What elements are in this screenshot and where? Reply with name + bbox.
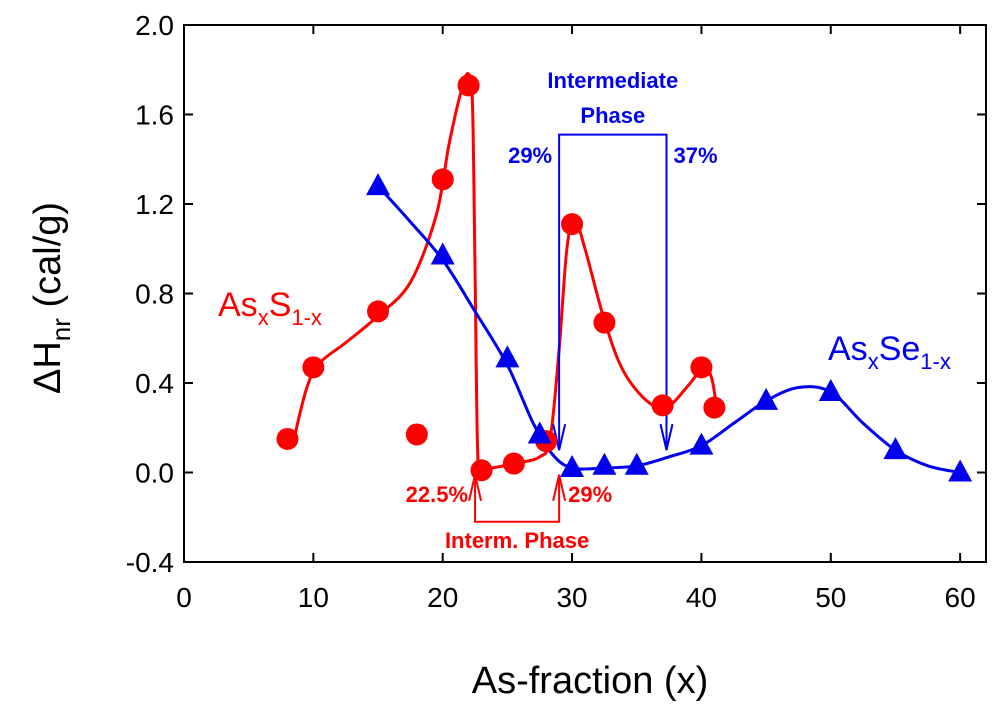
intermediate-phase-right-pct: 37% — [673, 143, 717, 168]
intermediate-phase-left-pct: 29% — [508, 143, 552, 168]
intermediate-phase-right-arrow — [659, 423, 674, 451]
series-label-as-se-main: As — [828, 330, 868, 368]
series-0-point — [470, 459, 493, 482]
series-label-as-s-sub2: 1-x — [291, 305, 322, 330]
labels: Intermediate Phase 29% 37% 22.5% 29% Interm. P… — [218, 68, 951, 553]
intermediate-phase-line1: Intermediate — [547, 68, 678, 93]
series-0-point — [502, 452, 525, 475]
series-0-point — [276, 427, 299, 450]
x-tick-label: 40 — [686, 582, 717, 613]
series-0-point — [367, 300, 390, 323]
x-tick-label: 60 — [945, 582, 976, 613]
intermediate-phase-left-arrow — [552, 423, 567, 451]
interm-phase-label: Interm. Phase — [445, 528, 589, 553]
y-axis-title-sub: nr — [46, 318, 76, 341]
series-1-point — [527, 421, 552, 444]
series-1-point — [366, 173, 391, 196]
series-1-point — [948, 459, 973, 482]
series-label-as-s-mid: S — [269, 286, 292, 324]
series-line-1 — [376, 185, 961, 474]
interm-phase-right-arrow — [552, 474, 567, 501]
series-1-point — [430, 242, 455, 265]
series-0-point — [457, 74, 480, 97]
series-label-as-s: AsxS1-x — [218, 286, 322, 330]
svg-text:ΔHnr (cal/g): ΔHnr (cal/g) — [27, 202, 76, 394]
series-1-point — [624, 452, 649, 475]
y-tick-label: -0.4 — [126, 547, 174, 578]
y-axis-title-main: ΔH — [27, 341, 69, 394]
series-label-as-se: AsxSe1-x — [828, 330, 951, 374]
y-axis-title: ΔHnr (cal/g) — [27, 202, 76, 394]
markers — [276, 74, 973, 482]
series-0-point — [561, 213, 584, 236]
series-1-point — [883, 437, 908, 460]
series-0-point — [593, 311, 616, 334]
series-1-point — [560, 455, 585, 478]
series-1-point — [754, 387, 779, 410]
x-tick-label: 50 — [815, 582, 846, 613]
x-tick-label: 10 — [298, 582, 329, 613]
series-0-point — [703, 396, 726, 419]
y-tick-label: 0.8 — [135, 279, 174, 310]
intermediate-phase-bracket — [558, 133, 668, 451]
annotations — [468, 133, 674, 523]
series-0-point — [651, 394, 674, 417]
series-0-point — [431, 168, 454, 191]
y-tick-label: 0.4 — [135, 368, 174, 399]
y-axis-title-units: (cal/g) — [27, 202, 69, 318]
y-tick-label: 1.6 — [135, 100, 174, 131]
series-label-as-s-main: As — [218, 286, 258, 324]
series-1-point — [592, 452, 617, 475]
intermediate-phase-line2: Phase — [580, 103, 645, 128]
series-label-as-se-sub2: 1-x — [920, 349, 951, 374]
y-tick-label: 0.0 — [135, 458, 174, 489]
series-label-as-s-sub1: x — [258, 305, 269, 330]
y-tick-label: 2.0 — [135, 10, 174, 41]
series-1-point — [495, 345, 520, 368]
series-0-point — [690, 356, 713, 379]
curves — [292, 72, 961, 474]
series-0-point — [405, 423, 428, 446]
series-1-point — [818, 378, 843, 401]
series-label-as-se-sub1: x — [868, 349, 879, 374]
x-tick-label: 0 — [176, 582, 192, 613]
interm-phase-left-pct: 22.5% — [406, 482, 468, 507]
ticks: 0 10 20 30 40 50 60 -0.4 0.0 0.4 0.8 1.2 1.6 2.0 — [126, 10, 986, 613]
y-tick-label: 1.2 — [135, 189, 174, 220]
x-tick-label: 30 — [556, 582, 587, 613]
x-tick-label: 20 — [427, 582, 458, 613]
series-1-point — [689, 432, 714, 455]
x-axis-title: As-fraction (x) — [472, 660, 708, 702]
interm-phase-right-pct: 29% — [568, 482, 612, 507]
series-0-point — [302, 356, 325, 379]
series-label-as-se-mid: Se — [879, 330, 921, 368]
interm-phase-bracket — [474, 474, 561, 523]
